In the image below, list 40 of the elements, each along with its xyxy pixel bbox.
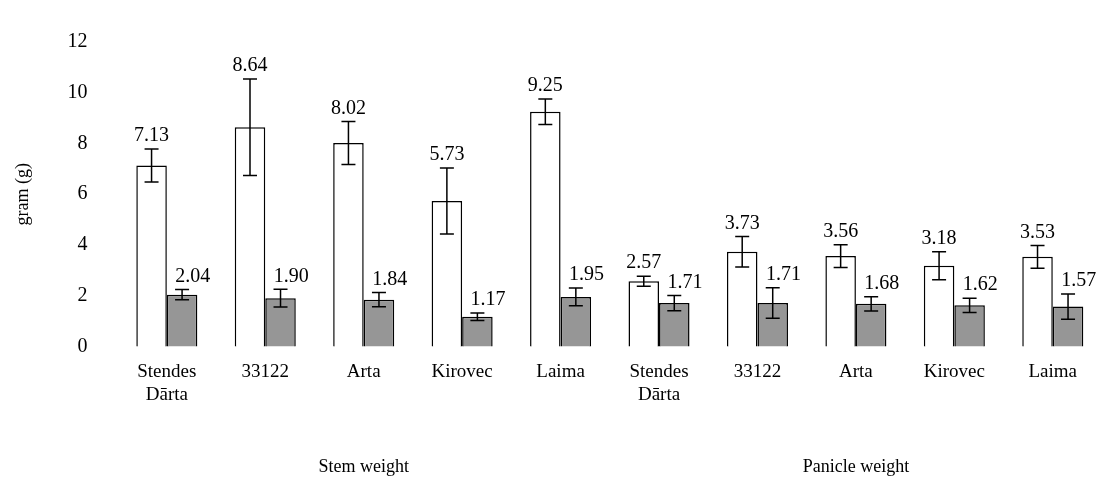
y-tick-label: 6 [77, 181, 88, 204]
data-label: 8.02 [330, 95, 366, 118]
x-tick-label: Kirovec [431, 359, 493, 381]
data-label: 7.13 [134, 123, 170, 146]
x-tick-label: Laima [1028, 359, 1078, 381]
data-label: 3.53 [1020, 219, 1056, 242]
text: Stem weight [318, 456, 409, 476]
y-tick-label: 12 [67, 29, 88, 52]
data-label: 5.73 [429, 142, 465, 165]
data-label: 3.73 [724, 210, 760, 233]
data-label: 1.84 [372, 266, 408, 289]
y-tick-label: 10 [67, 79, 88, 102]
data-label: 1.71 [765, 262, 801, 285]
data-label: 3.56 [823, 218, 859, 241]
y-tick-label: 0 [77, 333, 88, 356]
data-label: 8.64 [232, 53, 268, 76]
data-label: 1.71 [667, 269, 703, 292]
data-label: 2.57 [626, 250, 662, 273]
data-label: 1.90 [273, 263, 309, 286]
x-tick-label: Kirovec [923, 359, 985, 381]
x-tick-label: 33122 [241, 359, 290, 381]
data-label: 1.68 [864, 270, 900, 293]
x-tick-label: Laima [536, 359, 586, 381]
y-axis-title: gram (g) [11, 162, 33, 226]
x-tick-label: Arta [346, 359, 382, 381]
x-tick-label: Stendes Dārta [629, 359, 689, 404]
data-label: 1.57 [1061, 268, 1097, 291]
y-tick-label: 4 [77, 232, 88, 255]
data-label: 2.04 [175, 263, 211, 286]
data-label: 1.95 [569, 262, 605, 285]
x-tick-label: 33122 [733, 359, 782, 381]
y-tick-label: 2 [77, 282, 88, 305]
data-label: 3.18 [921, 226, 957, 249]
data-label: 1.62 [962, 272, 998, 295]
x-tick-label: Arta [839, 359, 874, 381]
data-label: 1.17 [470, 287, 506, 310]
x-tick-label: Stendes Dārta [137, 359, 197, 404]
text: Panicle weight [802, 456, 910, 476]
data-label: 9.25 [527, 73, 563, 96]
y-tick-label: 8 [77, 130, 88, 153]
